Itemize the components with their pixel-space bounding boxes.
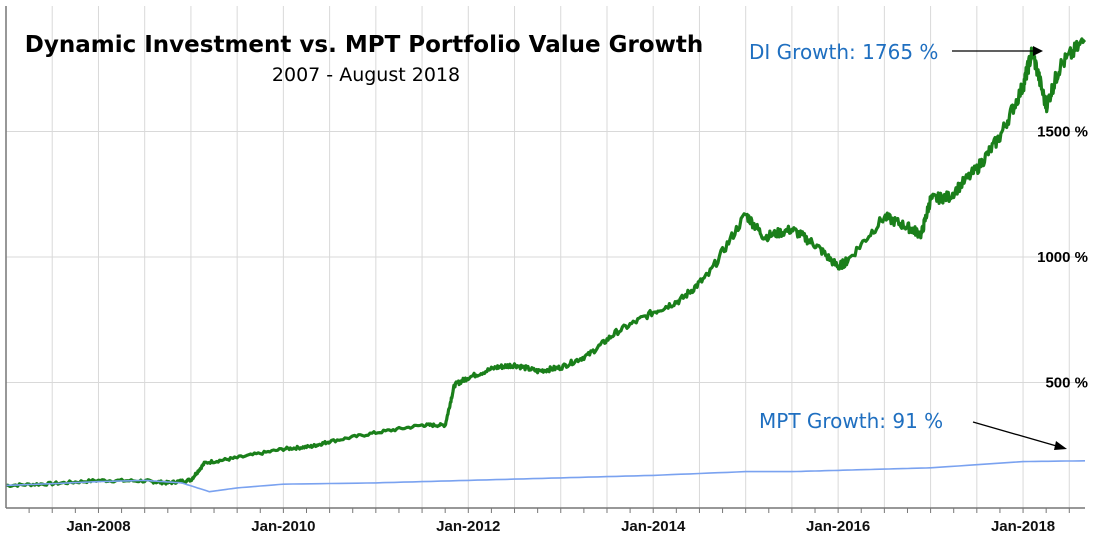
y-tick-label: 500 %: [1045, 375, 1088, 392]
series-line-mpt: [5, 460, 1086, 493]
x-tick-label: Jan-2016: [806, 518, 870, 535]
series-group: [5, 37, 1087, 493]
y-tick-label: 1500 %: [1037, 124, 1088, 141]
grid-lines: [6, 6, 1085, 508]
di-growth-arrowhead: [1033, 46, 1043, 56]
mpt-growth-arrow: [972, 421, 1061, 448]
x-tick-label: Jan-2018: [991, 518, 1055, 535]
x-tick-label: Jan-2008: [66, 518, 130, 535]
x-axis-ticks: [28, 508, 1070, 513]
x-tick-labels: Jan-2008 Jan-2010 Jan-2012 Jan-2014 Jan-2016…: [66, 518, 1055, 535]
x-tick-label: Jan-2014: [621, 518, 686, 535]
chart-subtitle: 2007 - August 2018: [272, 64, 460, 86]
series-line-di: [5, 37, 1087, 488]
mpt-growth-arrowhead: [1054, 441, 1067, 450]
y-tick-label: 1000 %: [1037, 249, 1088, 266]
di-growth-annotation: DI Growth: 1765 %: [749, 40, 938, 64]
x-tick-label: Jan-2010: [251, 518, 315, 535]
mpt-growth-annotation: MPT Growth: 91 %: [759, 409, 943, 433]
chart-title: Dynamic Investment vs. MPT Portfolio Val…: [25, 32, 703, 58]
y-tick-labels: 500 % 1000 % 1500 %: [1037, 124, 1088, 392]
x-tick-label: Jan-2012: [436, 518, 500, 535]
